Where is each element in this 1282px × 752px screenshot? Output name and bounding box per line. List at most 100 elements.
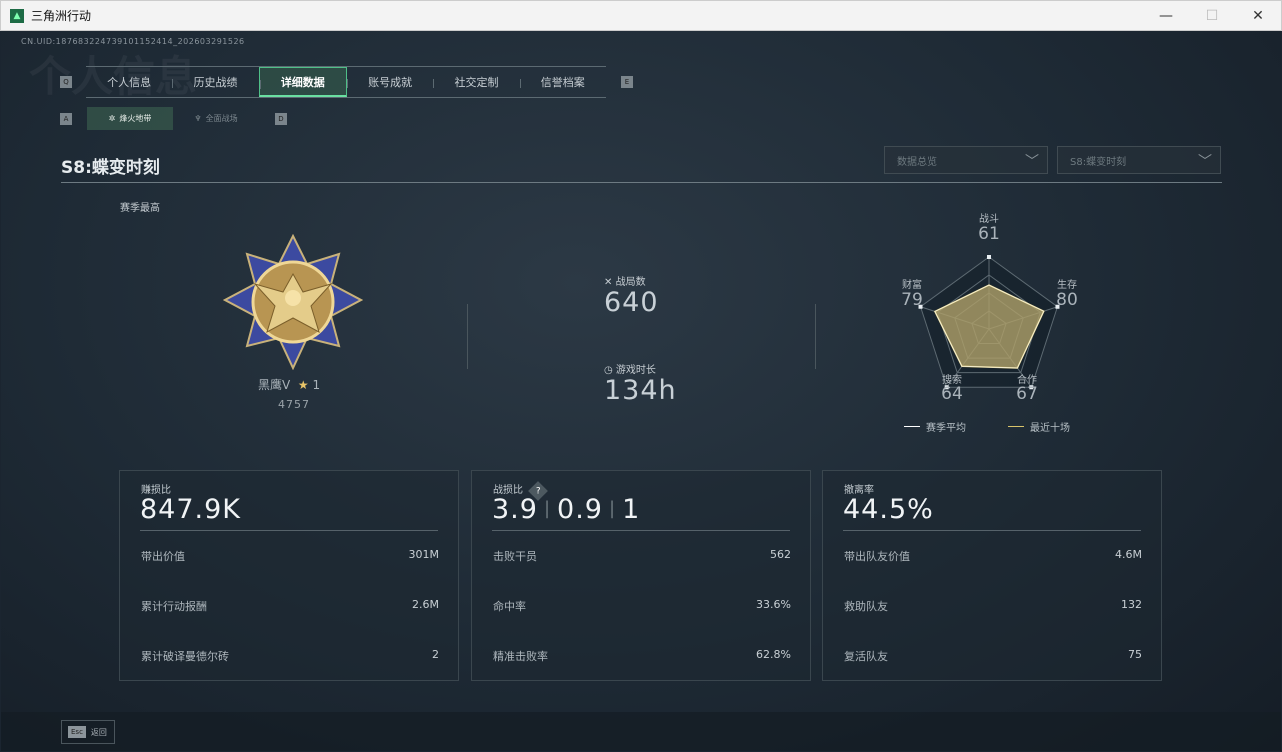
stat-row: 累计破译曼德尔砖 2 <box>141 648 439 664</box>
radar-vertex <box>944 385 949 390</box>
subtab-warfare[interactable]: ♆ 全面战场 <box>173 107 259 130</box>
title-bar: ▲ 三角洲行动 — ☐ ✕ <box>0 0 1282 31</box>
dropdown-value: 数据总览 <box>897 156 937 168</box>
row-label: 带出价值 <box>141 550 185 563</box>
stat-row: 带出价值 301M <box>141 548 439 564</box>
row-value: 2.6M <box>412 598 439 611</box>
row-label: 救助队友 <box>844 600 888 613</box>
maximize-button[interactable]: ☐ <box>1205 8 1219 24</box>
main-content: 个人信息 CN.UID:187683224739101152414_202603… <box>1 31 1281 751</box>
radar-chart: 战斗 61 生存 80 合作 67 搜索 64 财富 79 <box>881 206 1101 416</box>
row-value: 301M <box>408 548 440 561</box>
row-label: 带出队友价值 <box>844 550 910 563</box>
subtab-prev-key[interactable]: A <box>60 113 72 125</box>
radar-label: 战斗 <box>979 214 999 225</box>
rank-medal-icon <box>223 234 363 370</box>
stat-row: 救助队友 132 <box>844 598 1142 614</box>
divider <box>61 182 1222 183</box>
playtime-value: 134h <box>604 375 677 406</box>
radar-label: 财富 <box>902 280 922 291</box>
row-value: 132 <box>1121 598 1142 611</box>
legend-label: 最近十场 <box>1030 423 1070 434</box>
card-label: 赚损比 <box>141 485 171 496</box>
data-view-dropdown[interactable]: 数据总览 ﹀ <box>884 146 1048 174</box>
row-value: 75 <box>1128 648 1142 661</box>
stat-row: 累计行动报酬 2.6M <box>141 598 439 614</box>
radar-label: 生存 <box>1057 280 1077 291</box>
back-label: 返回 <box>90 727 107 737</box>
card-value: 847.9K <box>140 494 242 525</box>
row-label: 击败干员 <box>493 550 537 563</box>
card-label: 撤离率 <box>844 485 874 496</box>
window-title: 三角洲行动 <box>31 9 92 23</box>
radar-value: 67 <box>1016 384 1038 404</box>
app-logo-icon: ▲ <box>10 8 24 23</box>
legend-recent-ten: 最近十场 <box>1008 419 1070 434</box>
legend-season-avg: 赛季平均 <box>904 419 966 434</box>
row-label: 精准击败率 <box>493 650 548 663</box>
row-value: 562 <box>770 548 791 561</box>
profit-card: 赚损比 847.9K 带出价值 301M 累计行动报酬 2.6M 累计破译曼德尔砖 2 <box>119 470 459 681</box>
tab-detailed-data[interactable]: 详细数据 <box>258 67 347 97</box>
playtime-label: ◷ 游戏时长 <box>604 361 656 376</box>
kd-value: 1 <box>622 494 641 525</box>
radar-vertex <box>987 255 991 259</box>
stat-row: 精准击败率 62.8% <box>493 648 791 664</box>
radar-series-season-avg <box>934 284 1045 369</box>
subtab-label: 全面战场 <box>205 114 238 123</box>
label-text: 游戏时长 <box>615 365 656 376</box>
kd-value: 3.9 <box>492 494 538 525</box>
row-value: 62.8% <box>756 648 791 661</box>
stat-row: 复活队友 75 <box>844 648 1142 664</box>
row-value: 2 <box>432 648 439 661</box>
stat-row: 命中率 33.6% <box>493 598 791 614</box>
tab-prev-key[interactable]: Q <box>60 76 72 88</box>
tab-next-key[interactable]: E <box>621 76 633 88</box>
row-label: 复活队友 <box>844 650 888 663</box>
tab-history[interactable]: 历史战绩 <box>172 67 258 97</box>
matches-value: 640 <box>604 287 659 318</box>
extraction-card: 撤离率 44.5% 带出队友价值 4.6M 救助队友 132 复活队友 75 <box>822 470 1162 681</box>
radar-vertex <box>1055 304 1060 309</box>
card-value: 3.9 | 0.9 | 1 <box>492 494 641 525</box>
dropdown-value: S8:蝶变时刻 <box>1070 156 1127 168</box>
crossed-swords-icon: ✕ <box>604 277 613 288</box>
tab-personal-info[interactable]: 个人信息 <box>107 76 152 89</box>
divider <box>467 304 468 369</box>
close-button[interactable]: ✕ <box>1252 8 1264 24</box>
radar-label: 搜索 <box>942 375 962 386</box>
radar-value: 79 <box>901 290 923 310</box>
subtab-operations[interactable]: ✲ 烽火地带 <box>87 107 173 130</box>
fire-icon: ✲ <box>108 114 116 123</box>
legend-label: 赛季平均 <box>926 423 966 434</box>
chevron-down-icon: ﹀ <box>1025 154 1039 170</box>
card-value: 44.5% <box>843 494 934 525</box>
subtab-label: 烽火地带 <box>119 114 152 123</box>
card-label: 战损比? <box>493 481 548 501</box>
main-tabs: 个人信息 历史战绩 详细数据 账号成就 社交定制 信誉档案 <box>86 66 606 98</box>
row-value: 4.6M <box>1115 548 1142 561</box>
stat-row: 击败干员 562 <box>493 548 791 564</box>
tab-achievements[interactable]: 账号成就 <box>346 67 433 97</box>
tab-social[interactable]: 社交定制 <box>433 67 519 97</box>
rank-score: 4757 <box>278 398 310 411</box>
row-label: 命中率 <box>493 600 526 613</box>
radar-vertex <box>918 304 923 309</box>
season-best-label: 赛季最高 <box>120 203 160 214</box>
label-text: 战损比 <box>493 485 523 496</box>
radar-label: 合作 <box>1017 375 1037 386</box>
tab-credit[interactable]: 信誉档案 <box>519 67 606 97</box>
subtab-next-key[interactable]: D <box>275 113 287 125</box>
season-dropdown[interactable]: S8:蝶变时刻 ﹀ <box>1057 146 1221 174</box>
minimize-button[interactable]: — <box>1159 8 1173 24</box>
footer-bar: Esc 返回 <box>1 712 1281 751</box>
label-text: 战局数 <box>615 277 646 288</box>
clock-icon: ◷ <box>604 365 613 376</box>
rank-name: 黑鹰V <box>258 378 291 392</box>
back-button[interactable]: Esc 返回 <box>61 720 115 744</box>
season-title: S8:蝶变时刻 <box>61 158 160 178</box>
radar-value: 80 <box>1056 290 1078 310</box>
divider <box>815 304 816 369</box>
row-label: 累计破译曼德尔砖 <box>141 650 229 663</box>
radar-svg <box>918 255 1060 390</box>
